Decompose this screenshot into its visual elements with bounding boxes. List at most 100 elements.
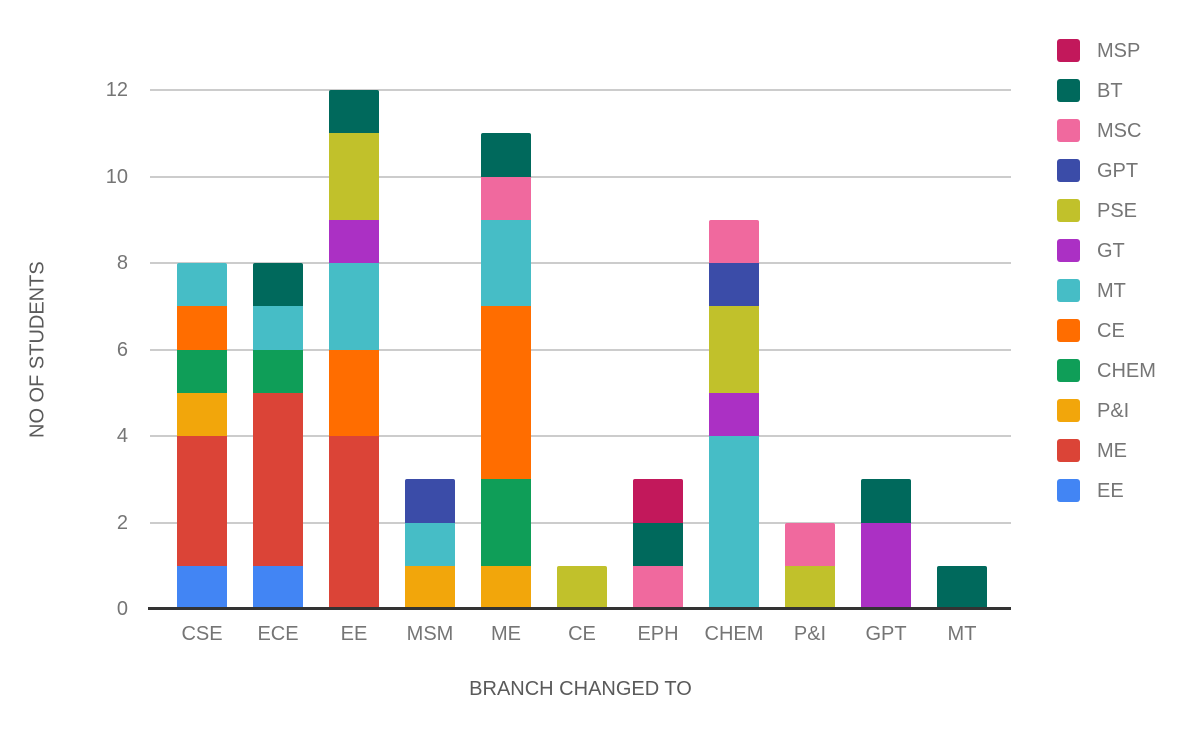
gridline [150,435,1011,438]
legend-item-CE: CE [1057,319,1156,342]
bar-columns [164,90,1000,609]
legend-item-GT: GT [1057,239,1156,262]
bar-slot [316,90,392,609]
x-tick-label: ECE [257,623,299,645]
stacked-bar-EPH [633,90,683,609]
x-tick-label: CHEM [704,623,764,645]
x-tick-label: EPH [637,623,679,645]
bar-segment-CHEM [481,479,531,566]
legend-swatch-MT [1057,279,1080,302]
bar-slot [468,90,544,609]
legend-label: BT [1097,79,1123,102]
legend-item-EE: EE [1057,479,1156,502]
stacked-bar-CE [557,90,607,609]
x-axis-title: BRANCH CHANGED TO [469,678,692,700]
stacked-bar-P&I [785,90,835,609]
bar-segment-GPT [405,479,455,523]
bar-segment-GT [329,219,379,263]
stacked-bar-ECE [253,90,303,609]
bar-segment-EE [253,565,303,609]
y-tick-label: 6 [116,338,128,361]
bar-segment-MT [481,219,531,307]
bar-segment-BT [633,522,683,566]
bar-segment-BT [861,479,911,523]
legend-label: PSE [1097,199,1138,222]
bar-segment-MT [329,263,379,350]
stacked-bar-ME [481,90,531,609]
bar-segment-BT [329,90,379,134]
legend-label: EE [1097,479,1124,502]
gridline [150,521,1011,524]
legend-swatch-ME [1057,439,1080,462]
y-tick-label: 8 [116,252,128,274]
x-axis-tick-labels: CSE ECE EE MSM ME CE EPH CHEM P&I GPT MT [164,623,1000,646]
bar-slot [924,90,1000,609]
y-tick-label: 0 [116,598,128,620]
bar-segment-MSC [709,219,759,263]
gridline [150,262,1011,265]
bar-segment-ME [177,436,227,566]
bar-segment-PSE [329,133,379,220]
legend-item-BT: BT [1057,79,1156,102]
legend-item-CHEM: CHEM [1057,359,1156,382]
x-tick-label: GPT [865,623,907,645]
bar-segment-MSC [633,565,683,609]
bar-slot [696,90,772,609]
legend-swatch-GPT [1057,159,1080,182]
stacked-bar-EE [329,90,379,609]
plot-area [148,89,1011,610]
x-axis-baseline [148,607,1011,610]
legend: MSP BT MSC GPT PSE GT MT CE CHEM P&I ME EE [1057,39,1156,519]
bar-segment-CE [481,306,531,480]
bar-segment-GT [861,522,911,609]
x-tick-label: CSE [181,623,223,645]
legend-swatch-PSE [1057,199,1080,222]
y-tick-label: 10 [105,165,128,188]
legend-label: ME [1097,439,1127,462]
bar-segment-MT [253,306,303,350]
bar-segment-P&I [177,392,227,436]
legend-swatch-EE [1057,479,1080,502]
bar-segment-GPT [709,263,759,307]
bar-segment-BT [481,133,531,177]
legend-swatch-BT [1057,79,1080,102]
stacked-bar-GPT [861,90,911,609]
legend-swatch-CHEM [1057,359,1080,382]
bar-segment-P&I [405,565,455,609]
legend-swatch-MSC [1057,119,1080,142]
legend-label: CE [1097,319,1125,342]
legend-item-MSP: MSP [1057,39,1156,62]
gridline [150,89,1011,91]
bar-segment-MSC [785,522,835,566]
bar-segment-MT [405,522,455,566]
bar-segment-CHEM [177,349,227,393]
bar-segment-CE [177,306,227,350]
x-tick-label: EE [340,623,368,645]
bar-segment-EE [177,565,227,609]
legend-label: GPT [1097,159,1139,182]
bar-segment-MT [177,263,227,307]
y-tick-label: 2 [116,511,128,534]
bar-segment-CE [329,349,379,436]
bar-segment-BT [937,565,987,609]
bar-slot [392,90,468,609]
x-tick-label: MT [947,623,977,645]
bar-segment-BT [253,263,303,307]
bar-segment-MSC [481,176,531,220]
bar-slot [848,90,924,609]
bar-segment-CHEM [253,349,303,393]
legend-item-MSC: MSC [1057,119,1156,142]
x-tick-label: CE [568,623,596,645]
legend-item-ME: ME [1057,439,1156,462]
y-tick-label: 12 [105,79,128,101]
legend-label: CHEM [1097,359,1156,382]
bar-segment-ME [329,436,379,609]
legend-item-P&I: P&I [1057,399,1156,422]
legend-item-MT: MT [1057,279,1156,302]
stacked-bar-CHEM [709,90,759,609]
bar-slot [772,90,848,609]
legend-swatch-GT [1057,239,1080,262]
bar-slot [164,90,240,609]
bar-slot [620,90,696,609]
